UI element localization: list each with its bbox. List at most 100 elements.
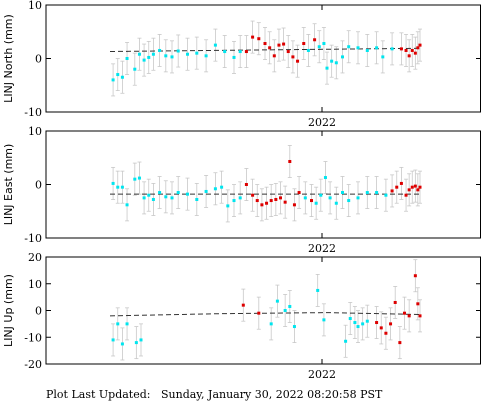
y-tick-label: 20 (28, 251, 42, 264)
data-point (275, 299, 279, 303)
data-point (125, 203, 129, 207)
data-point (334, 61, 338, 65)
data-point (407, 314, 411, 318)
data-point (297, 191, 301, 195)
data-point (404, 193, 408, 197)
data-point (139, 338, 143, 342)
data-point (418, 43, 422, 47)
data-point (195, 51, 199, 55)
trend-line (109, 312, 421, 317)
data-point (413, 274, 417, 278)
data-point (341, 55, 344, 59)
panel-3: -20 -10 0 10 20 2022 LINJ Up (mm) (2, 251, 481, 381)
data-point (151, 52, 155, 56)
plot-updated-footer: Plot Last Updated: Sunday, January 30, 2… (46, 388, 382, 401)
data-point (407, 54, 411, 58)
data-point (133, 177, 137, 181)
data-point (330, 59, 334, 63)
data-point (116, 322, 120, 326)
data-point (344, 339, 348, 343)
data-point (393, 300, 397, 304)
data-point (274, 197, 278, 201)
data-point (416, 188, 420, 192)
data-point (272, 54, 276, 58)
data-point (365, 48, 369, 52)
y-tick-label: 10 (28, 125, 42, 138)
data-point (413, 184, 417, 188)
data-point (137, 176, 141, 180)
data-point (379, 326, 383, 330)
data-point (291, 55, 295, 59)
data-point (213, 43, 217, 47)
data-point (260, 203, 264, 207)
data-point (398, 341, 402, 345)
data-point (120, 342, 124, 346)
data-point (390, 47, 394, 51)
y-axis-label: LINJ East (mm) (2, 144, 15, 226)
data-point (310, 199, 313, 203)
data-point (341, 191, 344, 195)
data-point (356, 196, 360, 200)
data-point (347, 45, 351, 49)
data-point (120, 185, 124, 189)
data-point (410, 185, 414, 189)
data-point (407, 188, 411, 192)
data-point (316, 288, 320, 292)
data-point (147, 55, 151, 59)
data-point (170, 196, 174, 200)
data-point (232, 55, 236, 59)
data-point (365, 319, 369, 323)
data-point (125, 57, 129, 60)
data-point (292, 325, 296, 329)
data-point (334, 201, 338, 205)
data-point (348, 317, 352, 321)
data-point (399, 47, 403, 51)
data-point (384, 193, 388, 197)
data-point (375, 191, 379, 195)
data-point (263, 42, 267, 46)
data-point (257, 311, 261, 315)
data-point (395, 185, 399, 189)
data-point (133, 67, 137, 71)
data-point (375, 321, 379, 325)
data-point (375, 46, 379, 50)
footer-label: Plot Last Updated: (46, 388, 151, 401)
y-tick-label: -10 (24, 331, 42, 344)
y-tick-label: 0 (35, 179, 42, 192)
data-point (147, 193, 151, 197)
data-point (314, 201, 318, 205)
y-tick-label: -20 (24, 358, 42, 371)
data-point (365, 191, 369, 195)
data-point (151, 197, 155, 201)
data-point (116, 73, 120, 77)
data-point (322, 318, 326, 322)
data-point (399, 181, 403, 185)
panel-1: -10 0 10 2022 LINJ North (mm) (2, 0, 481, 129)
data-point (292, 203, 296, 207)
data-point (288, 304, 292, 308)
data-point (137, 52, 141, 56)
data-point (111, 78, 115, 82)
y-tick-label: 10 (28, 278, 42, 291)
data-point (384, 331, 388, 335)
data-point (269, 199, 273, 203)
data-point (142, 196, 146, 200)
data-point (306, 48, 310, 52)
data-point (353, 321, 357, 325)
data-point (204, 54, 208, 58)
data-point (232, 199, 236, 203)
data-point (277, 43, 281, 47)
data-point (164, 195, 168, 199)
data-point (176, 191, 180, 195)
data-point (251, 193, 255, 197)
data-point (241, 303, 245, 307)
data-point (238, 50, 242, 54)
data-point (251, 35, 255, 39)
data-point (317, 45, 321, 49)
data-point (120, 75, 124, 79)
y-tick-label: -10 (24, 106, 42, 119)
data-point (244, 183, 248, 186)
data-point (389, 322, 393, 326)
data-point (176, 49, 180, 53)
